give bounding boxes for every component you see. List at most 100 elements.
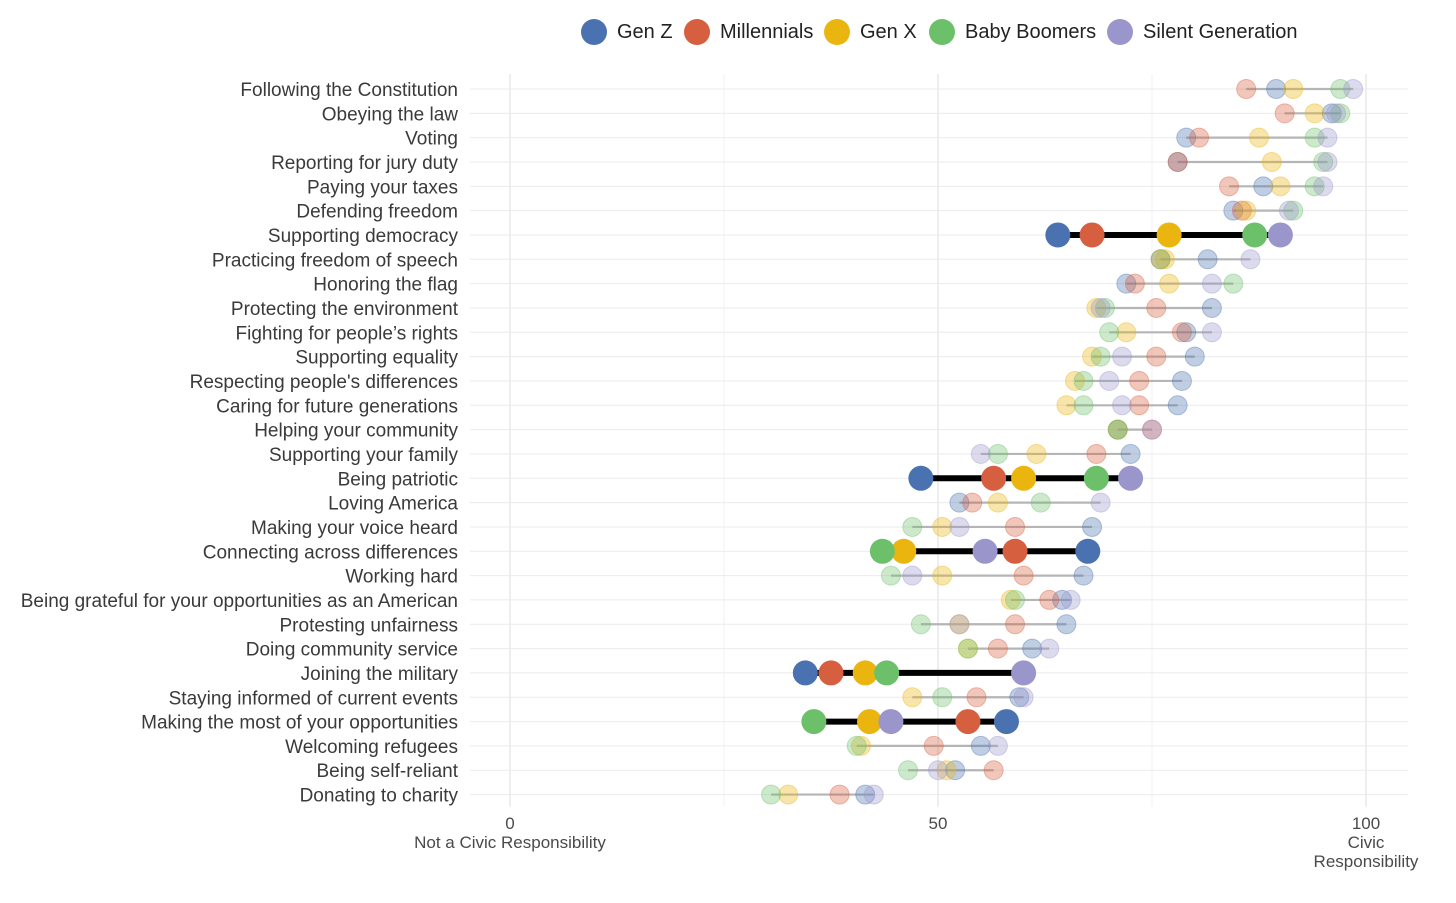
data-point-gen-z xyxy=(1116,273,1137,294)
data-point-baby-boomers xyxy=(898,760,919,781)
data-point-baby-boomers xyxy=(1073,370,1094,391)
data-point-gen-z xyxy=(945,760,966,781)
data-point-millennials xyxy=(923,735,944,756)
data-point-baby-boomers xyxy=(1330,103,1351,124)
data-point-millennials xyxy=(981,465,1007,491)
data-point-gen-x xyxy=(1107,419,1128,440)
data-point-gen-z xyxy=(1022,638,1043,659)
category-label: Fighting for people’s rights xyxy=(236,323,459,344)
data-point-silent-generation xyxy=(949,516,970,537)
x-axis-sublabel: Civic xyxy=(1348,833,1385,852)
data-point-baby-boomers xyxy=(801,709,827,735)
data-point-baby-boomers xyxy=(1304,176,1325,197)
category-row: Practicing freedom of speech xyxy=(212,249,1261,271)
category-label: Being patriotic xyxy=(338,469,458,490)
category-row: Helping your community xyxy=(254,419,1162,442)
data-point-silent-generation xyxy=(1039,638,1060,659)
data-point-silent-generation xyxy=(1317,127,1338,148)
category-row: Respecting people's differences xyxy=(190,370,1192,393)
data-point-silent-generation xyxy=(1201,322,1222,343)
data-point-millennials xyxy=(1124,273,1145,294)
data-point-baby-boomers xyxy=(1283,200,1304,221)
category-label: Supporting equality xyxy=(295,348,458,369)
data-point-baby-boomers xyxy=(1242,222,1268,248)
category-row: Reporting for jury duty xyxy=(271,151,1338,174)
category-label: Making the most of your opportunities xyxy=(141,713,458,734)
data-point-gen-x xyxy=(1011,465,1037,491)
data-point-millennials xyxy=(1167,151,1188,172)
data-point-silent-generation xyxy=(949,614,970,635)
data-point-gen-x xyxy=(987,492,1008,513)
category-label: Paying your taxes xyxy=(307,177,458,198)
data-point-gen-z xyxy=(949,492,970,513)
category-label: Connecting across differences xyxy=(203,542,458,563)
category-row: Protesting unfairness xyxy=(280,614,1077,636)
category-row: Paying your taxes xyxy=(307,176,1334,198)
data-point-millennials xyxy=(1142,419,1162,440)
data-point-millennials xyxy=(1231,200,1252,221)
category-row: Being grateful for your opportunities as… xyxy=(21,589,1081,612)
data-point-silent-generation xyxy=(1317,151,1338,172)
category-label: Defending freedom xyxy=(296,202,458,223)
data-point-gen-z xyxy=(1167,151,1188,172)
data-point-baby-boomers xyxy=(1030,492,1051,513)
category-label: Obeying the law xyxy=(322,104,459,125)
data-point-gen-x xyxy=(1116,322,1137,343)
data-point-millennials xyxy=(1129,395,1150,416)
data-point-millennials xyxy=(1013,565,1034,586)
data-point-silent-generation xyxy=(1112,346,1133,367)
data-point-baby-boomers xyxy=(846,735,867,756)
rows: Following the Constitution Obeying the la… xyxy=(21,79,1364,807)
data-point-gen-x xyxy=(957,638,978,659)
data-point-gen-z xyxy=(1082,516,1103,537)
data-point-gen-x xyxy=(936,760,957,781)
data-point-millennials xyxy=(1079,222,1105,248)
data-point-baby-boomers xyxy=(902,516,923,537)
legend-item: Baby Boomers xyxy=(929,14,1096,50)
data-point-baby-boomers xyxy=(1150,249,1171,270)
data-point-gen-z xyxy=(1171,370,1192,391)
data-point-millennials xyxy=(1002,538,1028,564)
category-label: Joining the military xyxy=(301,664,459,685)
category-label: Loving America xyxy=(328,494,458,515)
category-row: Following the Constitution xyxy=(240,79,1364,101)
data-point-millennials xyxy=(1146,297,1167,318)
data-point-baby-boomers xyxy=(932,687,953,708)
data-point-gen-x xyxy=(1026,443,1047,464)
data-point-silent-generation xyxy=(1267,222,1293,248)
data-point-baby-boomers xyxy=(1094,297,1115,318)
data-point-baby-boomers xyxy=(1083,465,1109,491)
category-label: Following the Constitution xyxy=(240,80,458,101)
data-point-gen-x xyxy=(1000,589,1021,610)
data-point-baby-boomers xyxy=(1107,419,1128,440)
category-label: Working hard xyxy=(345,567,458,588)
data-point-gen-x xyxy=(850,735,871,756)
data-point-silent-generation xyxy=(1090,297,1111,318)
legend-item: Millennials xyxy=(684,14,813,50)
data-point-gen-x xyxy=(902,687,923,708)
data-point-gen-x xyxy=(891,538,917,564)
legend-swatch xyxy=(581,19,607,45)
data-point-gen-x xyxy=(1249,127,1269,148)
category-row: Joining the military xyxy=(301,660,1037,686)
data-point-millennials xyxy=(1005,516,1026,537)
category-label: Practicing freedom of speech xyxy=(212,250,458,271)
data-point-millennials xyxy=(987,638,1008,659)
data-point-gen-x xyxy=(1082,346,1103,367)
data-point-millennials xyxy=(818,660,844,686)
data-point-baby-boomers xyxy=(910,614,931,635)
category-row: Connecting across differences xyxy=(203,538,1101,564)
legend-label: Gen X xyxy=(860,20,917,43)
data-point-baby-boomers xyxy=(1005,589,1026,610)
category-label: Making your voice heard xyxy=(251,518,458,539)
data-point-millennials xyxy=(1189,127,1210,148)
data-point-gen-x xyxy=(949,614,970,635)
category-label: Protesting unfairness xyxy=(280,615,459,636)
category-row: Welcoming refugees xyxy=(285,735,1008,758)
category-label: Welcoming refugees xyxy=(285,737,458,758)
data-point-silent-generation xyxy=(1278,200,1299,221)
category-row: Loving America xyxy=(328,492,1111,515)
data-point-baby-boomers xyxy=(1313,151,1334,172)
